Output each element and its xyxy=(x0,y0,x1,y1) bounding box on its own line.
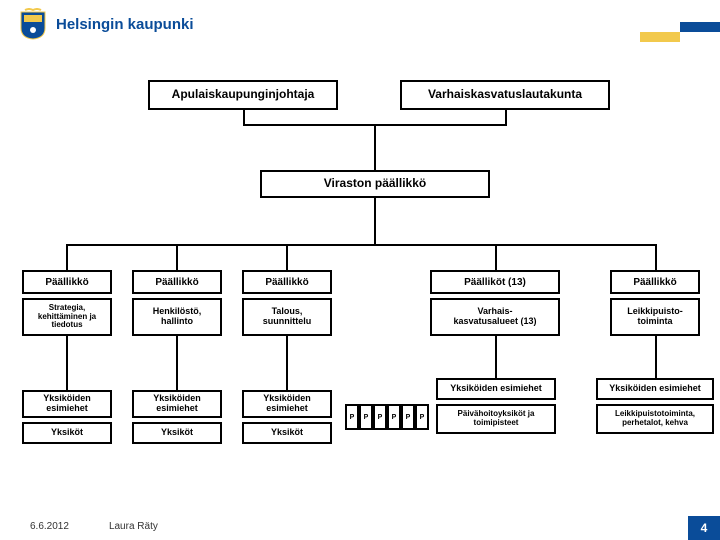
node-label: Yksiköiden esimiehet xyxy=(248,394,326,414)
node-head-4: Päällikkö xyxy=(610,270,700,294)
node-label: Yksiköt xyxy=(248,428,326,438)
footer-author: Laura Räty xyxy=(109,521,158,532)
slide: Helsingin kaupunki Apulaiskaupunginjohta… xyxy=(0,0,720,540)
node-unit-3: Päivähoitoyksiköt ja toimipisteet xyxy=(436,404,556,434)
page-number: 4 xyxy=(701,521,708,535)
node-label: Yksiköt xyxy=(28,428,106,438)
page-icon: P xyxy=(401,404,415,430)
node-unithead-2: Yksiköiden esimiehet xyxy=(242,390,332,418)
page-icon: P xyxy=(415,404,429,430)
node-label: Leikkipuistotoiminta, perhetalot, kehva xyxy=(602,410,708,428)
node-sub-4: Leikkipuisto- toiminta xyxy=(610,298,700,336)
node-unit-1: Yksiköt xyxy=(132,422,222,444)
node-label: Yksiköt xyxy=(138,428,216,438)
node-agency-head: Viraston päällikkö xyxy=(260,170,490,198)
node-sublabel: Leikkipuisto- toiminta xyxy=(616,307,694,327)
footer: 6.6.2012 Laura Räty xyxy=(30,521,158,532)
node-unit-2: Yksiköt xyxy=(242,422,332,444)
node-head-3: Päälliköt (13) xyxy=(430,270,560,294)
node-label: Päälliköt (13) xyxy=(436,277,554,288)
node-unithead-3: Yksiköiden esimiehet xyxy=(436,378,556,400)
node-label: Päällikkö xyxy=(28,277,106,288)
node-sublabel: Varhais- kasvatusalueet (13) xyxy=(436,307,554,327)
node-label: Apulaiskaupunginjohtaja xyxy=(154,88,332,101)
page-icon: P xyxy=(345,404,359,430)
node-unithead-4: Yksiköiden esimiehet xyxy=(596,378,714,400)
node-sub-0: Strategia, kehittäminen ja tiedotus xyxy=(22,298,112,336)
node-deputy-mayor: Apulaiskaupunginjohtaja xyxy=(148,80,338,110)
node-label: Päällikkö xyxy=(616,277,694,288)
page-icon: P xyxy=(387,404,401,430)
node-sublabel: Henkilöstö, hallinto xyxy=(138,307,216,327)
node-sub-2: Talous, suunnittelu xyxy=(242,298,332,336)
stripe-blue xyxy=(680,22,720,32)
node-label: Yksiköiden esimiehet xyxy=(442,384,550,394)
node-sub-3: Varhais- kasvatusalueet (13) xyxy=(430,298,560,336)
node-unithead-0: Yksiköiden esimiehet xyxy=(22,390,112,418)
node-unit-4: Leikkipuistotoiminta, perhetalot, kehva xyxy=(596,404,714,434)
node-unit-0: Yksiköt xyxy=(22,422,112,444)
node-head-0: Päällikkö xyxy=(22,270,112,294)
page-icon: P xyxy=(359,404,373,430)
header: Helsingin kaupunki xyxy=(18,8,194,40)
node-label: Päivähoitoyksiköt ja toimipisteet xyxy=(442,410,550,428)
node-label: Päällikkö xyxy=(248,277,326,288)
node-committee: Varhaiskasvatuslautakunta xyxy=(400,80,610,110)
node-sublabel: Talous, suunnittelu xyxy=(248,307,326,327)
node-unithead-1: Yksiköiden esimiehet xyxy=(132,390,222,418)
org-chart: Apulaiskaupunginjohtaja Varhaiskasvatusl… xyxy=(0,70,720,500)
node-label: Yksiköiden esimiehet xyxy=(138,394,216,414)
brand-text: Helsingin kaupunki xyxy=(56,16,194,33)
stripe-yellow xyxy=(640,32,680,42)
node-sublabel: Strategia, kehittäminen ja tiedotus xyxy=(28,304,106,330)
footer-date: 6.6.2012 xyxy=(30,521,69,532)
city-crest-icon xyxy=(18,8,48,40)
page-icon: P xyxy=(373,404,387,430)
node-label: Varhaiskasvatuslautakunta xyxy=(406,88,604,101)
node-label: Päällikkö xyxy=(138,277,216,288)
node-label: Yksiköiden esimiehet xyxy=(28,394,106,414)
node-label: Yksiköiden esimiehet xyxy=(602,384,708,394)
node-sub-1: Henkilöstö, hallinto xyxy=(132,298,222,336)
node-label: Viraston päällikkö xyxy=(266,177,484,190)
node-head-1: Päällikkö xyxy=(132,270,222,294)
node-head-2: Päällikkö xyxy=(242,270,332,294)
page-number-badge: 4 xyxy=(688,516,720,540)
